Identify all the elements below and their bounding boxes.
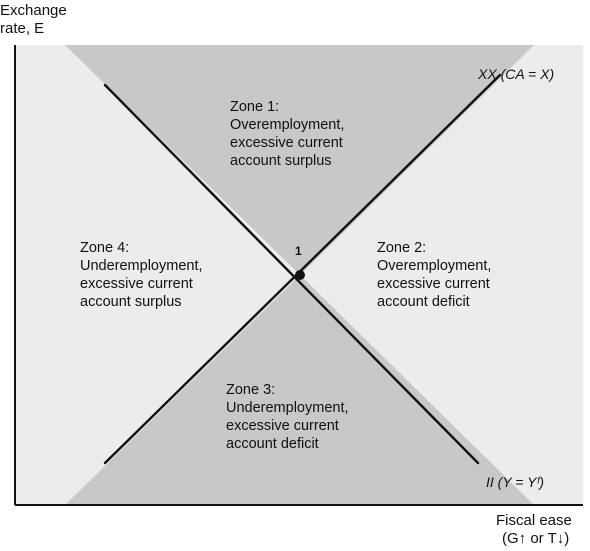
zone-3-shading [65,275,534,505]
zone-1-shading [65,45,534,275]
zone-3-line-1: Underemployment, [226,400,349,416]
ii-curve [103,83,480,465]
equilibrium-point [295,270,305,280]
zone-3-title: Zone 3: [226,382,276,398]
zone-4-line-1: Underemployment, [80,258,203,274]
zone-1-label: Zone 1: Overemployment, excessive curren… [230,98,344,170]
zone-2-line-2: excessive current [377,276,490,292]
zone-1-title: Zone 1: [230,99,280,115]
zone-2-label: Zone 2: Overemployment, excessive curren… [377,239,491,311]
x-axis-label-line-1: Fiscal ease [496,512,572,529]
zone-4-line-3: account surplus [80,294,182,310]
y-axis-label-line-2: rate, E [0,20,45,37]
zone-4-label: Zone 4: Underemployment, excessive curre… [80,239,203,311]
equilibrium-point-label: 1 [295,244,302,258]
zone-3-label: Zone 3: Underemployment, excessive curre… [226,381,349,453]
xx-curve-label: XX (CA = X) [478,66,555,82]
zone-1-line-3: account surplus [230,153,332,169]
zone-4-title: Zone 4: [80,240,130,256]
zone-3-line-2: excessive current [226,418,339,434]
y-axis-label-line-1: Exchange [0,2,67,19]
zone-3-line-3: account deficit [226,436,319,452]
ii-curve-label: II (Y = Yᶠ) [486,474,544,490]
zone-1-line-1: Overemployment, [230,117,345,133]
xx-curve [103,73,502,465]
zone-2-line-1: Overemployment, [377,258,492,274]
zone-1-line-2: excessive current [230,135,343,151]
zone-2-line-3: account deficit [377,294,470,310]
zone-2-title: Zone 2: [377,240,427,256]
x-axis-label-line-2: (G↑ or T↓) [502,530,570,547]
zone-4-line-2: excessive current [80,276,193,292]
